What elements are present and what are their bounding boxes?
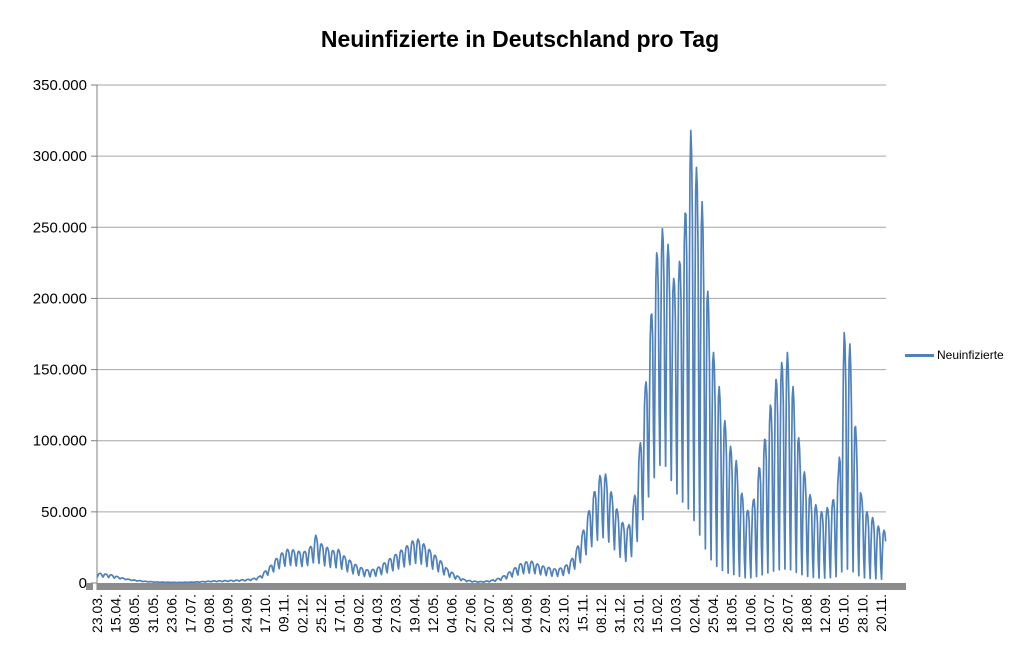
- x-axis-label: 15.02.: [649, 594, 665, 633]
- x-axis-label: 10.06.: [742, 594, 758, 633]
- x-axis-label: 01.09.: [220, 594, 236, 633]
- x-axis-label: 23.06.: [164, 594, 180, 633]
- zero-tick-mark: [86, 583, 93, 590]
- x-axis-label: 12.09.: [817, 594, 833, 633]
- legend-line-marker: [905, 353, 934, 357]
- x-axis-label: 18.08.: [798, 594, 814, 633]
- x-axis-label: 17.01.: [332, 594, 348, 633]
- x-axis-label: 02.12.: [294, 594, 310, 633]
- x-axis-label: 10.03.: [668, 594, 684, 633]
- x-axis-label: 17.10.: [257, 594, 273, 633]
- x-axis-label: 03.07.: [761, 594, 777, 633]
- y-axis-label: 200.000: [33, 290, 87, 307]
- x-axis-label: 17.07.: [182, 594, 198, 633]
- x-axis-label: 18.05.: [724, 594, 740, 633]
- x-axis-label: 09.08.: [201, 594, 217, 633]
- x-axis-label: 09.02.: [350, 594, 366, 633]
- x-axis-label: 09.11.: [276, 594, 292, 632]
- x-axis-label: 15.11.: [574, 594, 590, 632]
- x-axis-label: 31.12.: [612, 594, 628, 633]
- x-axis-label: 12.08.: [500, 594, 516, 633]
- x-axis-label: 27.03.: [388, 594, 404, 633]
- y-axis-label: 300.000: [33, 148, 87, 165]
- x-axis-label: 23.03.: [89, 594, 105, 633]
- x-axis-label: 20.11.: [873, 594, 889, 632]
- x-axis-label: 05.10.: [836, 594, 852, 633]
- x-axis-label: 04.09.: [518, 594, 534, 633]
- x-axis-label: 28.10.: [854, 594, 870, 633]
- x-axis-baseline: [97, 583, 906, 590]
- legend: Neuinfizierte: [905, 348, 1004, 362]
- x-axis-label: 27.09.: [537, 594, 553, 633]
- x-axis-label: 12.05.: [425, 594, 441, 633]
- x-axis-label: 04.03.: [369, 594, 385, 633]
- y-axis-label: 100.000: [33, 433, 87, 450]
- x-axis-label: 25.04.: [705, 594, 721, 633]
- x-axis-label: 23.10.: [556, 594, 572, 633]
- x-axis-label: 31.05.: [145, 594, 161, 633]
- x-axis-label: 19.04.: [406, 594, 422, 633]
- x-axis-label: 23.01.: [630, 594, 646, 633]
- x-axis-label: 25.12.: [313, 594, 329, 633]
- x-axis-label: 15.04.: [108, 594, 124, 633]
- x-axis-label: 08.05.: [126, 594, 142, 633]
- x-axis-label: 02.04.: [686, 594, 702, 633]
- x-axis-label: 04.06.: [444, 594, 460, 633]
- x-axis-label: 08.12.: [593, 594, 609, 633]
- y-axis-label: 0: [79, 575, 87, 592]
- y-axis-label: 250.000: [33, 219, 87, 236]
- y-axis-label: 50.000: [41, 504, 87, 521]
- y-axis-label: 150.000: [33, 362, 87, 379]
- x-axis-label: 27.06.: [462, 594, 478, 633]
- series-line-neuinfizierte: [96, 129, 887, 584]
- x-axis-label: 24.09.: [238, 594, 254, 633]
- x-axis-label: 26.07.: [780, 594, 796, 633]
- x-axis-label: 20.07.: [481, 594, 497, 633]
- y-axis-label: 350.000: [33, 77, 87, 94]
- legend-series-label: Neuinfizierte: [937, 348, 1004, 362]
- chart-title: Neuinfizierte in Deutschland pro Tag: [320, 26, 720, 52]
